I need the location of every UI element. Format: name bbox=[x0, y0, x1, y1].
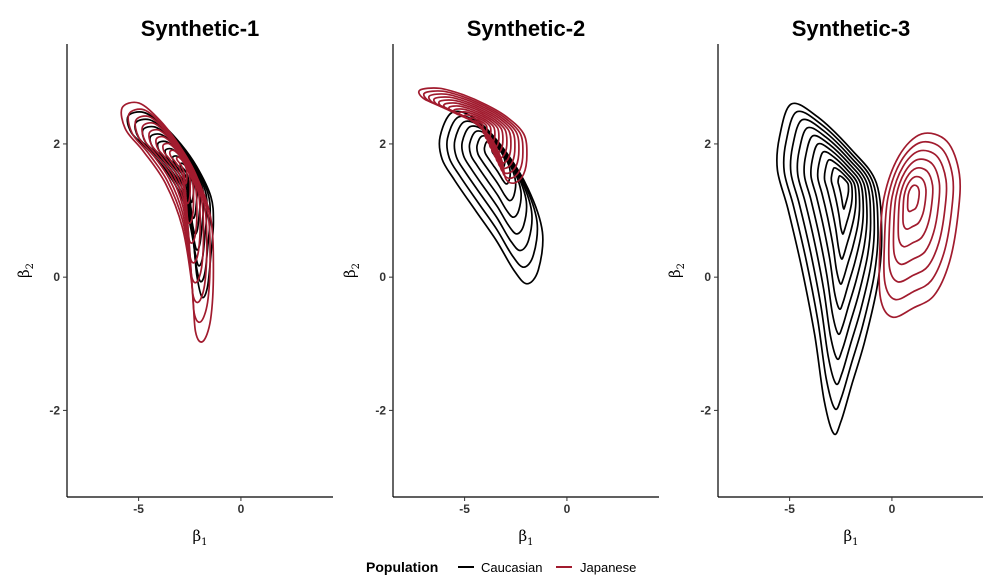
contour-line bbox=[775, 102, 883, 436]
y-tick-label: 2 bbox=[379, 137, 386, 151]
y-tick-label: 2 bbox=[53, 137, 60, 151]
legend-label-japanese: Japanese bbox=[580, 560, 636, 575]
contour-line bbox=[127, 108, 211, 324]
panel-title: Synthetic-3 bbox=[792, 16, 911, 41]
contour-line bbox=[148, 128, 202, 264]
x-axis-label: β1 bbox=[843, 527, 858, 548]
legend-label-caucasian: Caucasian bbox=[481, 560, 542, 575]
y-tick-label: 0 bbox=[704, 270, 711, 284]
y-tick-label: 2 bbox=[704, 137, 711, 151]
y-tick-label: 0 bbox=[53, 270, 60, 284]
y-tick-label: 0 bbox=[379, 270, 386, 284]
contour-line bbox=[906, 184, 921, 213]
contour-line bbox=[141, 121, 205, 284]
contour-line bbox=[883, 140, 955, 301]
panel-2: Synthetic-2 -5 0 -2 0 2 β1 β2 bbox=[341, 16, 659, 548]
y-axis-label: β2 bbox=[15, 263, 36, 278]
panel-title: Synthetic-1 bbox=[141, 16, 260, 41]
contour-line bbox=[902, 175, 927, 230]
contour-line bbox=[175, 156, 188, 185]
contour-series-japanese bbox=[120, 101, 215, 343]
y-axis-label: β2 bbox=[666, 263, 687, 278]
x-tick-label: -5 bbox=[784, 502, 795, 516]
contour-line bbox=[446, 115, 539, 269]
contour-series-japanese bbox=[417, 87, 528, 185]
contour-line bbox=[878, 132, 962, 319]
contour-line bbox=[782, 110, 879, 411]
contour-series-caucasian bbox=[775, 102, 883, 436]
contour-line bbox=[155, 135, 198, 244]
contour-line bbox=[168, 149, 192, 205]
panels: Synthetic-1 -5 0 -2 0 2 β1 β2 Synthetic-2 -5 0 -2 0 2… bbox=[15, 16, 983, 548]
contour-line bbox=[161, 142, 195, 225]
contour-line bbox=[126, 111, 215, 299]
panel-title: Synthetic-2 bbox=[467, 16, 586, 41]
contour-line bbox=[816, 150, 861, 285]
legend-title: Population bbox=[366, 559, 438, 575]
x-axis-label: β1 bbox=[192, 527, 207, 548]
y-axis-label: β2 bbox=[341, 263, 362, 278]
contour-line bbox=[473, 120, 484, 130]
contour-line bbox=[134, 115, 208, 304]
contour-line bbox=[892, 158, 941, 266]
legend: Population Caucasian Japanese bbox=[366, 559, 636, 575]
contour-line bbox=[120, 101, 215, 343]
x-tick-label: 0 bbox=[889, 502, 896, 516]
contour-line bbox=[796, 126, 872, 361]
x-tick-label: 0 bbox=[564, 502, 571, 516]
y-tick-label: -2 bbox=[700, 403, 711, 417]
y-tick-label: -2 bbox=[49, 403, 60, 417]
contour-line bbox=[830, 166, 854, 235]
x-tick-label: 0 bbox=[238, 502, 245, 516]
x-tick-label: -5 bbox=[133, 502, 144, 516]
panel-1: Synthetic-1 -5 0 -2 0 2 β1 β2 bbox=[15, 16, 333, 548]
y-tick-label: -2 bbox=[375, 403, 386, 417]
x-axis-label: β1 bbox=[518, 527, 533, 548]
contour-line bbox=[803, 134, 868, 336]
contour-line bbox=[837, 174, 850, 210]
contour-series-japanese bbox=[878, 132, 962, 319]
contour-line bbox=[823, 158, 857, 260]
panel-3: Synthetic-3 -5 0 -2 0 2 β1 β2 bbox=[666, 16, 983, 548]
contour-line bbox=[789, 118, 876, 386]
contour-line bbox=[897, 166, 934, 248]
contour-line bbox=[809, 142, 865, 311]
contour-line bbox=[887, 149, 948, 283]
x-tick-label: -5 bbox=[459, 502, 470, 516]
